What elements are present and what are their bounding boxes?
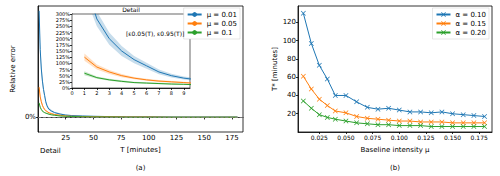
svg-text:Detail: Detail <box>40 147 61 155</box>
svg-text:250%: 250% <box>56 23 71 29</box>
svg-text:150: 150 <box>198 134 211 142</box>
svg-text:100%: 100% <box>56 60 71 66</box>
svg-text:100: 100 <box>283 37 296 45</box>
svg-text:μ = 0.01: μ = 0.01 <box>207 11 237 19</box>
svg-text:1: 1 <box>83 90 86 96</box>
svg-text:120: 120 <box>283 18 296 26</box>
svg-text:25%: 25% <box>59 79 70 85</box>
svg-text:9: 9 <box>182 90 185 96</box>
svg-text:3: 3 <box>108 90 111 96</box>
svg-text:0.175: 0.175 <box>471 134 488 141</box>
svg-text:0%: 0% <box>62 85 70 91</box>
svg-text:0%: 0% <box>25 113 36 121</box>
svg-text:(a): (a) <box>136 164 146 172</box>
svg-text:0.050: 0.050 <box>337 134 354 141</box>
svg-text:Baseline intensity μ: Baseline intensity μ <box>361 146 430 154</box>
svg-text:175: 175 <box>225 134 238 142</box>
svg-text:(b): (b) <box>390 164 400 172</box>
svg-text:2: 2 <box>95 90 98 96</box>
svg-text:α = 0.20: α = 0.20 <box>455 29 486 37</box>
svg-text:μ = 0.05: μ = 0.05 <box>207 20 237 28</box>
svg-text:Relative error: Relative error <box>9 45 17 93</box>
svg-text:μ = 0.1: μ = 0.1 <box>207 29 233 37</box>
svg-text:0.100: 0.100 <box>391 134 408 141</box>
svg-text:T* [minutes]: T* [minutes] <box>271 47 279 92</box>
svg-text:α = 0.15: α = 0.15 <box>455 20 486 28</box>
svg-text:75: 75 <box>117 134 126 142</box>
svg-text:25: 25 <box>61 134 70 142</box>
svg-text:300%: 300% <box>56 11 71 17</box>
svg-text:0.150: 0.150 <box>444 134 461 141</box>
svg-text:225%: 225% <box>56 30 71 36</box>
svg-text:8: 8 <box>170 90 173 96</box>
svg-text:7: 7 <box>157 90 160 96</box>
svg-text:0.125: 0.125 <box>417 134 434 141</box>
svg-text:0: 0 <box>70 90 73 96</box>
svg-text:40: 40 <box>287 91 296 99</box>
svg-text:α = 0.10: α = 0.10 <box>455 11 486 19</box>
svg-text:T [minutes]: T [minutes] <box>119 146 161 154</box>
svg-text:80: 80 <box>287 55 296 63</box>
svg-text:0.025: 0.025 <box>311 134 328 141</box>
svg-text:100: 100 <box>142 134 155 142</box>
svg-text:[ε0.05(T), ε0.95(T)]: [ε0.05(T), ε0.95(T)] <box>126 30 184 37</box>
svg-text:125: 125 <box>170 134 183 142</box>
svg-text:150%: 150% <box>56 48 71 54</box>
svg-text:125%: 125% <box>56 54 71 60</box>
svg-text:200%: 200% <box>56 36 71 42</box>
svg-text:175%: 175% <box>56 42 71 48</box>
svg-text:Detail: Detail <box>122 6 140 13</box>
svg-text:5: 5 <box>133 90 136 96</box>
svg-text:50%: 50% <box>59 73 70 79</box>
svg-text:6: 6 <box>145 90 148 96</box>
svg-text:50: 50 <box>89 134 98 142</box>
svg-text:275%: 275% <box>56 17 71 23</box>
svg-text:20: 20 <box>287 110 296 118</box>
svg-text:60: 60 <box>287 73 296 81</box>
svg-text:4: 4 <box>120 90 123 96</box>
svg-text:0.075: 0.075 <box>364 134 381 141</box>
svg-text:75%: 75% <box>59 67 70 73</box>
